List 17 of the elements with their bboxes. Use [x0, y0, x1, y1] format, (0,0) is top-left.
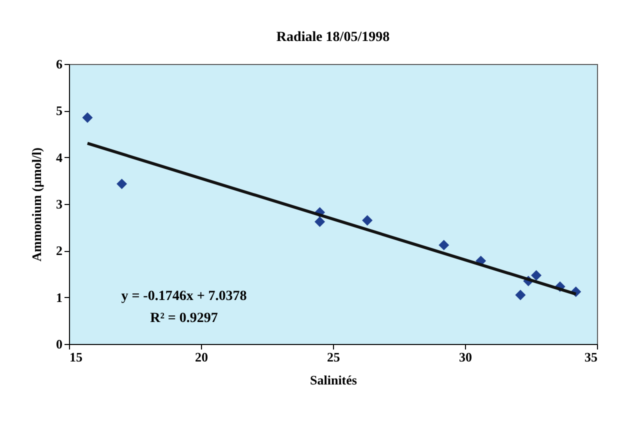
annotation: R² = 0.9297	[150, 311, 218, 326]
y-tick-label: 6	[56, 56, 63, 72]
y-tick-label: 3	[56, 196, 63, 212]
x-tick-label: 15	[70, 350, 83, 364]
y-tick-label: 4	[56, 150, 63, 165]
y-tick-label: 5	[56, 103, 63, 118]
x-tick-label: 25	[327, 350, 340, 364]
y-tick-label: 1	[56, 290, 62, 305]
y-tick-label: 2	[56, 243, 62, 258]
y-axis-title: Ammonium (µmol/l)	[29, 147, 44, 262]
x-tick-label: 35	[584, 350, 598, 364]
annotation: y = -0.1746x + 7.0378	[121, 289, 247, 304]
chart-title: Radiale 18/05/1998	[276, 30, 390, 45]
x-axis-title: Salinités	[310, 372, 357, 388]
x-tick-label: 20	[195, 350, 208, 364]
x-tick-label: 30	[459, 350, 472, 364]
y-tick-label: 0	[56, 336, 62, 352]
